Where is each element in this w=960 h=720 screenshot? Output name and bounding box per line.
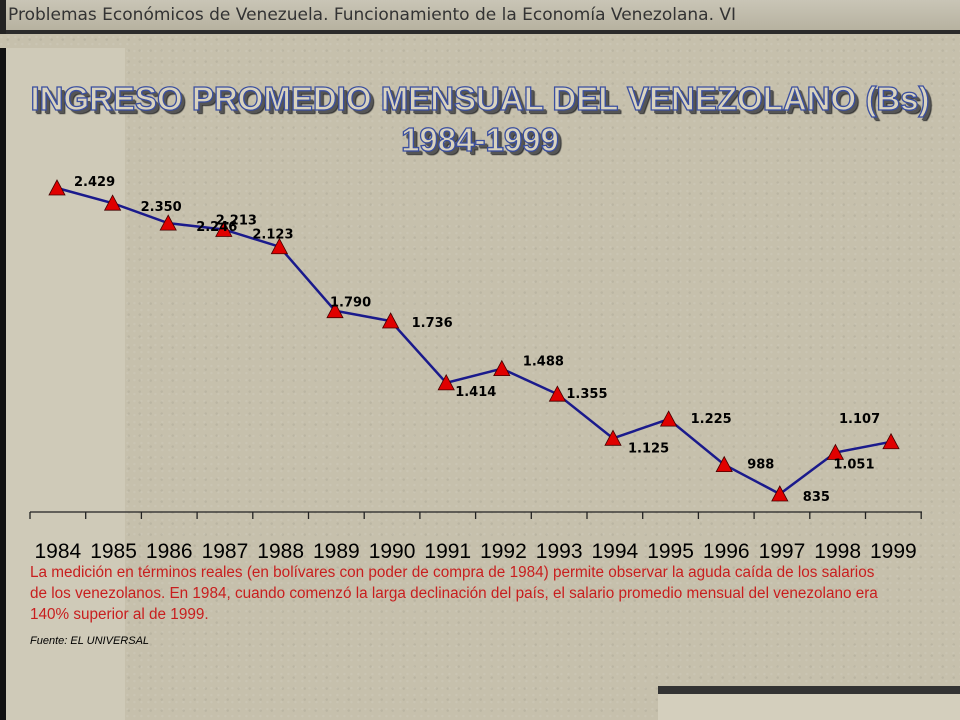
x-tick-label: 1995 [647,540,694,560]
data-label: 1.736 [412,316,453,331]
data-point-marker [103,194,122,211]
x-tick-label: 1984 [34,540,81,560]
data-point-marker [48,179,66,196]
x-tick-label: 1993 [536,540,583,560]
data-point-marker [493,359,511,377]
x-tick-label: 1989 [313,540,360,560]
x-tick-label: 1997 [759,540,806,560]
data-point-marker [715,455,733,473]
data-point-marker [215,220,233,237]
note-line-3: 140% superior al de 1999. [30,606,209,623]
x-tick-label: 1992 [480,540,527,560]
note-line-2: de los venezolanos. En 1984, cuando come… [30,585,878,602]
data-label: 1.125 [628,441,669,456]
x-tick-label: 1987 [202,540,249,560]
bottom-right-line [658,686,960,694]
x-tick-label: 1991 [424,540,471,560]
chart-title-line1: INGRESO PROMEDIO MENSUAL DEL VENEZOLANO … [30,79,930,117]
data-point-marker [826,443,845,460]
data-point-marker [604,429,622,446]
source-label: Fuente: EL UNIVERSAL [30,635,150,647]
x-tick-label: 1999 [870,540,917,560]
data-label: 1.488 [523,355,564,370]
data-label: 1.107 [839,412,880,427]
data-label: 2.429 [74,175,115,190]
data-point-marker [159,214,177,231]
data-point-marker [326,301,344,319]
x-tick-label: 1996 [703,540,750,560]
header-text: Problemas Económicos de Venezuela. Funci… [8,5,737,25]
series-line [56,186,892,496]
data-point-marker [771,485,789,502]
data-point-marker [882,432,900,450]
chart-note: La medición en términos reales (en bolív… [30,562,930,625]
data-label: 835 [803,490,830,505]
data-label: 2.246 [196,220,237,235]
x-tick-label: 1990 [369,540,416,560]
x-tick-label: 1985 [90,540,137,560]
chart-title-line2: 1984-1999 [400,120,559,158]
data-point-marker [437,373,455,391]
left-panel [0,48,125,720]
note-line-1: La medición en términos reales (en bolív… [30,564,875,581]
data-point-marker [548,385,567,402]
data-label: 2.123 [252,228,293,243]
bottom-right-box [658,686,960,720]
left-border-bar [0,48,6,720]
data-label: 1.355 [566,387,607,402]
data-label: 988 [747,458,774,473]
data-label: 1.225 [691,412,732,427]
data-label: 2.213 [216,213,257,228]
x-tick-label: 1986 [146,540,193,560]
data-point-marker [381,312,400,329]
data-label: 1.790 [330,296,371,311]
header-bar: Problemas Económicos de Venezuela. Funci… [0,0,960,34]
data-point-marker [270,237,289,255]
data-point-marker [659,410,678,427]
x-tick-label: 1994 [591,540,638,560]
x-tick-label: 1998 [814,540,861,560]
data-label: 2.350 [141,200,182,215]
data-label: 1.414 [455,385,496,400]
header-edge [0,0,6,34]
line-chart: 1984 1985 1986 1987 1988 1989 1990 1991 1992 1993… [29,175,922,560]
x-tick-label: 1988 [257,540,304,560]
data-label: 1.051 [833,458,874,473]
